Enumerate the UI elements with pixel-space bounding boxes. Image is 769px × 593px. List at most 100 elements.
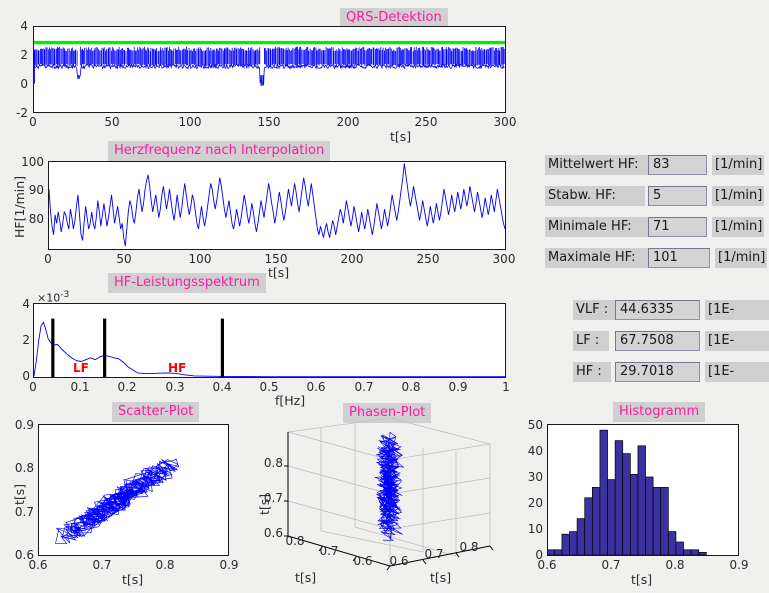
spectrum-ytick-2: 2 <box>22 333 30 347</box>
phase-yaxis-label: t[s] <box>430 570 452 585</box>
histogram-panel: Histogramm 50 40 30 20 10 0 0.6 0.7 0.8 … <box>513 400 769 593</box>
scatter-ytick-09: 0.9 <box>14 418 34 432</box>
stat-unit-mean: [1/min] <box>712 155 764 175</box>
histogram-ytick-10: 10 <box>527 522 543 536</box>
scatter-xtick-09: 0.9 <box>219 558 239 572</box>
stat-label-mean: Mittelwert HF: <box>545 155 648 175</box>
band-power-group: VLF : 44.6335 [1E- LF : 67.7508 [1E- HF … <box>545 300 769 390</box>
band-unit-lf: [1E- <box>705 331 769 351</box>
band-value-lf[interactable]: 67.7508 <box>615 331 700 351</box>
qrs-ytick-m2: -2 <box>16 106 28 120</box>
stat-value-mean[interactable]: 83 <box>648 155 707 175</box>
qrs-xtick-300: 300 <box>493 115 517 129</box>
scatter-xaxis-label: t[s] <box>122 572 144 587</box>
hr-ytick-100: 100 <box>21 155 44 169</box>
phase-zaxis-label: t[s] <box>257 493 272 515</box>
qrs-axes <box>33 26 506 113</box>
qrs-xtick-250: 250 <box>414 115 438 129</box>
hr-stats-group: Mittelwert HF: 83 [1/min] Stabw. HF: 5 [… <box>545 155 769 268</box>
spectrum-xtick-0: 0 <box>29 380 37 394</box>
spectrum-xtick-08: 0.8 <box>401 380 421 394</box>
spectrum-xtick-02: 0.2 <box>117 380 137 394</box>
histogram-ytick-50: 50 <box>527 418 543 432</box>
stat-value-min[interactable]: 71 <box>648 217 707 237</box>
phase-xaxis-label: t[s] <box>295 570 317 585</box>
scatter-title: Scatter-Plot <box>112 402 200 422</box>
stat-row-mean: Mittelwert HF: 83 [1/min] <box>545 155 769 175</box>
qrs-xtick-100: 100 <box>178 115 202 129</box>
phase-plot-svg <box>284 418 494 571</box>
hr-xtick-0: 0 <box>44 252 52 266</box>
hr-title: Herzfrequenz nach Interpolation <box>108 141 331 161</box>
phase-title: Phasen-Plot <box>343 403 432 423</box>
band-row-vlf: VLF : 44.6335 [1E- <box>545 300 769 320</box>
spectrum-lf-label: LF <box>73 361 89 375</box>
hr-axes <box>48 161 506 250</box>
hr-xtick-200: 200 <box>340 252 364 266</box>
hr-xtick-100: 100 <box>188 252 212 266</box>
histogram-xtick-07: 0.7 <box>601 558 621 572</box>
scatter-yaxis-label: t[s] <box>12 483 27 505</box>
phase-ztick-06: 0.6 <box>263 526 283 540</box>
scatter-xtick-08: 0.8 <box>155 558 175 572</box>
hr-xtick-300: 300 <box>492 252 516 266</box>
band-label-vlf: VLF : <box>573 300 615 320</box>
histogram-plot-svg <box>548 429 707 555</box>
spectrum-xtick-05: 0.5 <box>259 380 279 394</box>
qrs-plot-svg <box>34 40 505 86</box>
histogram-axes <box>547 424 739 556</box>
qrs-xtick-0: 0 <box>29 115 37 129</box>
band-row-hf: HF : 29.7018 [1E- <box>545 362 769 382</box>
band-value-hf[interactable]: 29.7018 <box>615 362 700 382</box>
phase-xtick-07: 0.7 <box>319 544 339 558</box>
stat-label-sd: Stabw. HF: <box>545 186 645 206</box>
spectrum-xtick-09: 0.9 <box>448 380 468 394</box>
scatter-xtick-07: 0.7 <box>92 558 112 572</box>
histogram-ytick-0: 0 <box>535 548 543 562</box>
band-unit-vlf: [1E- <box>705 300 769 320</box>
spectrum-yscale-exponent: -3 <box>60 290 70 300</box>
band-label-lf: LF : <box>573 331 609 351</box>
stat-value-sd[interactable]: 5 <box>648 186 707 206</box>
stat-unit-min: [1/min] <box>712 217 764 237</box>
histogram-xaxis-label: t[s] <box>631 572 653 587</box>
spectrum-ytick-4: 4 <box>22 297 30 311</box>
stat-unit-sd: [1/min] <box>712 186 764 206</box>
histogram-ytick-30: 30 <box>527 470 543 484</box>
band-label-hf: HF : <box>573 362 611 382</box>
stat-row-sd: Stabw. HF: 5 [1/min] <box>545 186 769 206</box>
histogram-xtick-06: 0.6 <box>537 558 557 572</box>
phase-ztick-07: 0.7 <box>263 491 283 505</box>
scatter-panel: Scatter-Plot 0.9 0.8 0.7 0.6 0.6 0.7 0.8… <box>0 400 255 593</box>
stat-row-max: Maximale HF: 101 [1/min] <box>545 248 769 268</box>
phase-ytick-08: 0.8 <box>459 540 479 554</box>
qrs-xaxis-label: t[s] <box>390 129 412 144</box>
spectrum-panel: HF-Leistungsspektrum ×10-3 4 2 0 0 0.1 0… <box>0 268 540 408</box>
band-row-lf: LF : 67.7508 [1E- <box>545 331 769 351</box>
scatter-ytick-07: 0.7 <box>14 505 34 519</box>
histogram-ytick-40: 40 <box>527 444 543 458</box>
spectrum-xtick-1: 1 <box>502 380 510 394</box>
phase-xtick-08: 0.8 <box>285 534 305 548</box>
hr-xtick-250: 250 <box>416 252 440 266</box>
phase-ztick-08: 0.8 <box>263 456 283 470</box>
qrs-xtick-150: 150 <box>257 115 281 129</box>
hr-xaxis-label: t[s] <box>268 265 290 280</box>
stat-row-min: Minimale HF: 71 [1/min] <box>545 217 769 237</box>
spectrum-xtick-07: 0.7 <box>354 380 374 394</box>
hr-ytick-90: 90 <box>28 183 44 197</box>
phase-ytick-06: 0.6 <box>389 554 409 568</box>
spectrum-xtick-04: 0.4 <box>212 380 232 394</box>
stat-value-max[interactable]: 101 <box>648 248 710 268</box>
band-unit-hf: [1E- <box>705 362 769 382</box>
phase-panel: Phasen-Plot <box>255 400 513 593</box>
hr-xtick-50: 50 <box>116 252 132 266</box>
stat-label-min: Minimale HF: <box>545 217 648 237</box>
scatter-xtick-06: 0.6 <box>28 558 48 572</box>
stat-label-max: Maximale HF: <box>545 248 648 268</box>
band-value-vlf[interactable]: 44.6335 <box>615 300 700 320</box>
qrs-ytick-2: 2 <box>20 48 28 62</box>
qrs-panel: QRS-Detektion 4 2 0 -2 0 50 100 150 200 … <box>0 0 540 144</box>
spectrum-xtick-01: 0.1 <box>70 380 90 394</box>
hr-panel: Herzfrequenz nach Interpolation 100 90 8… <box>0 138 540 280</box>
